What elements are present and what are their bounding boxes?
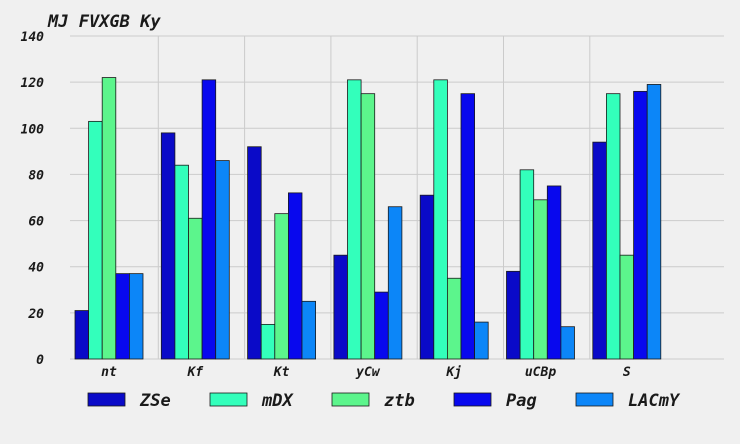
x-tick-label: Kf: [186, 365, 204, 380]
legend-label: Pag: [506, 391, 537, 411]
bar-mDX-Kf: [174, 164, 189, 360]
y-tick-label: 20: [27, 307, 44, 322]
bar-ZSe-nt: [74, 310, 90, 360]
bar-Pag-Kj: [460, 93, 476, 360]
bar-Pag-S: [633, 90, 648, 360]
bar-ZSe-Kt: [247, 146, 262, 360]
bar-mDX-uCBp: [519, 169, 535, 360]
bar-LACmY-uCBp: [560, 326, 575, 360]
legend-swatch: [453, 392, 492, 407]
x-tick-label: Kt: [273, 365, 290, 380]
legend-label: ztb: [384, 391, 415, 411]
x-tick-label: nt: [101, 365, 117, 380]
y-tick-label: 60: [28, 215, 44, 230]
legend-swatch: [331, 392, 370, 407]
bar-mDX-Kt: [260, 323, 276, 360]
bar-LACmY-Kt: [301, 300, 317, 360]
bar-ZSe-yCw: [333, 254, 348, 360]
legend-label: mDX: [261, 391, 294, 411]
bar-Pag-Kt: [287, 192, 303, 360]
bars: [74, 77, 662, 360]
bar-ZSe-uCBp: [506, 270, 521, 360]
bar-LACmY-Kj: [474, 321, 489, 360]
legend-swatch: [87, 392, 126, 407]
x-tick-label: yCw: [355, 365, 381, 380]
legend-label: ZSe: [139, 391, 171, 411]
bar-mDX-S: [606, 93, 621, 360]
bar-LACmY-S: [646, 84, 662, 360]
bar-LACmY-Kf: [215, 160, 230, 360]
y-tick-label: 40: [28, 261, 44, 276]
y-tick-label: 100: [21, 122, 45, 137]
bar-Pag-uCBp: [546, 185, 562, 360]
bar-ztb-Kt: [274, 213, 289, 360]
legend-swatch: [209, 392, 248, 407]
x-tick-label: uCBp: [525, 365, 556, 380]
x-tick-label: S: [623, 365, 631, 380]
y-tick-label: 80: [28, 168, 44, 183]
x-tick-label: Kj: [445, 365, 462, 380]
bar-Pag-yCw: [374, 291, 389, 360]
y-axis-ticks: 0 20 40 60 80 100 120 140: [21, 30, 45, 368]
bar-Pag-nt: [115, 273, 130, 360]
legend: ZSe mDX ztb Pag LACmY: [87, 391, 681, 411]
bar-ztb-uCBp: [533, 199, 548, 360]
bar-LACmY-nt: [128, 273, 144, 360]
bar-mDX-nt: [88, 120, 103, 360]
legend-swatch: [575, 392, 614, 407]
bar-ztb-S: [619, 254, 635, 360]
y-tick-label: 120: [21, 76, 45, 91]
bar-Pag-Kf: [201, 79, 217, 360]
bar-ztb-nt: [101, 77, 117, 360]
chart-title: MJ FVXGB Ky: [47, 12, 161, 32]
y-tick-label: 0: [36, 353, 44, 368]
bar-ZSe-Kf: [160, 132, 176, 360]
x-axis-ticks: nt Kf Kt yCw Kj uCBp S: [101, 365, 631, 380]
bar-ZSe-Kj: [419, 194, 435, 360]
bar-ztb-Kf: [188, 217, 203, 360]
bar-LACmY-yCw: [387, 206, 403, 360]
bar-ztb-Kj: [446, 277, 462, 360]
legend-label: LACmY: [628, 391, 681, 411]
y-tick-label: 140: [21, 30, 45, 45]
bar-mDX-yCw: [347, 79, 362, 360]
bar-ztb-yCw: [360, 93, 376, 360]
bar-ZSe-S: [592, 141, 607, 360]
bar-mDX-Kj: [433, 79, 448, 360]
